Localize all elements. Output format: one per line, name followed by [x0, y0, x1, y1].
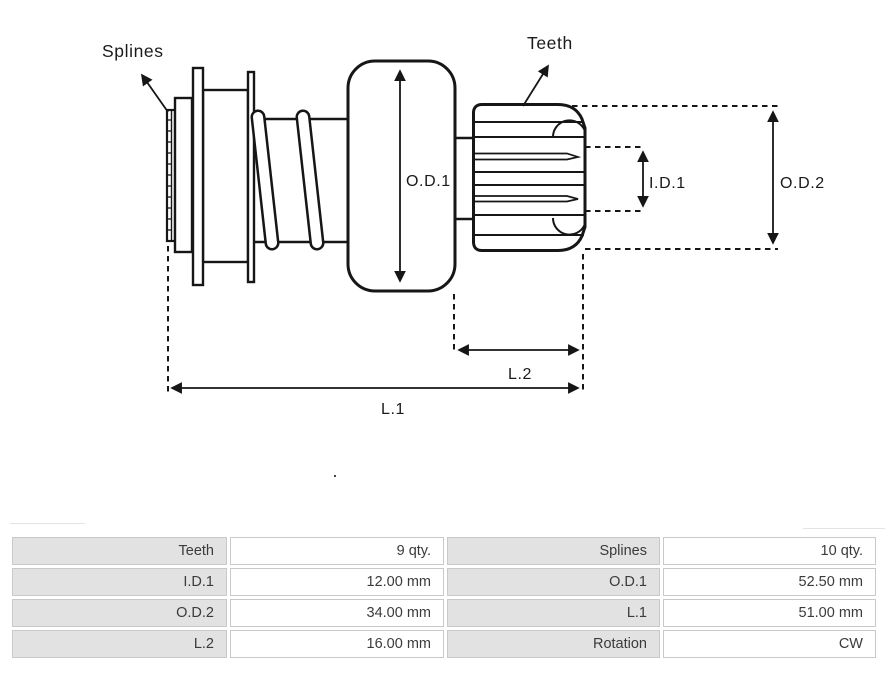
spec-label-l2: L.2	[12, 630, 227, 658]
spec-value-od1: 52.50 mm	[663, 568, 876, 596]
od1-dimension-arrow: O.D.1	[394, 69, 451, 283]
spec-label-id1: I.D.1	[12, 568, 227, 596]
splines-callout-label: Splines	[102, 41, 164, 61]
l1-dimension-label: L.1	[381, 401, 405, 418]
l1-dimension-arrow: L.1	[170, 382, 580, 418]
speck-artifact	[334, 475, 336, 477]
spec-label-od2: O.D.2	[12, 599, 227, 627]
l2-dimension-label: L.2	[508, 366, 532, 383]
l2-dimension-arrow: L.2	[457, 344, 580, 383]
spec-table: Teeth 9 qty. Splines 10 qty. I.D.1 12.00…	[12, 537, 876, 658]
spec-label-rotation: Rotation	[447, 630, 660, 658]
spec-value-l2: 16.00 mm	[230, 630, 444, 658]
spec-label-l1: L.1	[447, 599, 660, 627]
od2-dimension-label: O.D.2	[780, 175, 825, 192]
spec-value-l1: 51.00 mm	[663, 599, 876, 627]
od2-dimension-arrow: O.D.2	[767, 110, 825, 245]
id1-dimension-label: I.D.1	[649, 175, 686, 192]
spline-collar	[173, 96, 194, 254]
front-flange	[191, 66, 205, 287]
spec-value-teeth: 9 qty.	[230, 537, 444, 565]
spec-label-splines: Splines	[447, 537, 660, 565]
pinion-gear	[472, 103, 587, 252]
teeth-callout-label: Teeth	[527, 33, 573, 53]
spec-value-id1: 12.00 mm	[230, 568, 444, 596]
spec-label-od1: O.D.1	[447, 568, 660, 596]
teeth-callout: Teeth	[522, 33, 573, 107]
id1-dimension-arrow: I.D.1	[637, 150, 686, 208]
spline-serrations	[166, 119, 172, 231]
drum-section	[201, 88, 250, 264]
spec-value-splines: 10 qty.	[663, 537, 876, 565]
spec-value-rotation: CW	[663, 630, 876, 658]
drive-spring-coils	[250, 109, 325, 251]
extension-lines	[167, 105, 778, 392]
rear-flange	[246, 70, 256, 284]
cropped-row-artifact-left	[10, 523, 85, 524]
od1-dimension-label: O.D.1	[406, 173, 451, 190]
splines-callout: Splines	[102, 41, 169, 113]
pinion-teeth-lines	[473, 119, 586, 236]
cropped-row-artifact-right	[803, 528, 885, 529]
spec-value-od2: 34.00 mm	[230, 599, 444, 627]
starter-drive-technical-drawing: O.D.1	[102, 33, 825, 418]
spec-label-teeth: Teeth	[12, 537, 227, 565]
splined-shaft-end	[165, 108, 177, 243]
